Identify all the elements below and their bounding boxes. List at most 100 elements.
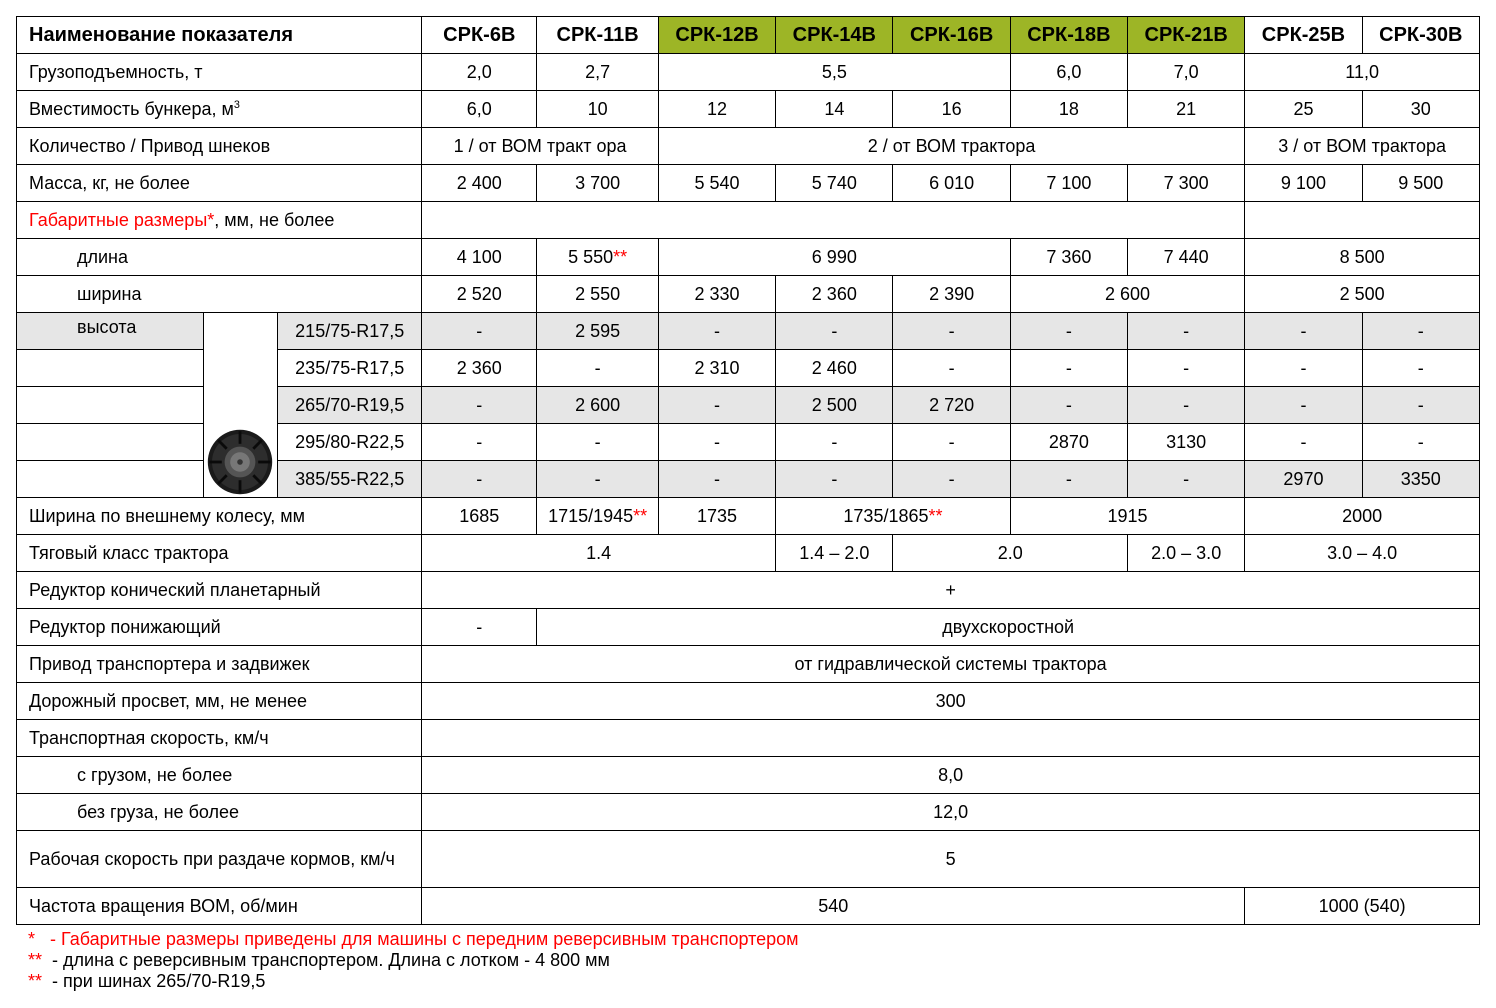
- h235-14: 2 460: [776, 350, 893, 387]
- cap-11: 2,7: [537, 54, 659, 91]
- cap-21: 7,0: [1128, 54, 1245, 91]
- label-pto: Частота вращения ВОМ, об/мин: [17, 888, 422, 925]
- h215-16: -: [893, 313, 1010, 350]
- label-augers: Количество / Привод шнеков: [17, 128, 422, 165]
- label-mass: Масса, кг, не более: [17, 165, 422, 202]
- bun-16: 16: [893, 91, 1010, 128]
- tire-215: 215/75-R17,5: [278, 313, 422, 350]
- label-gearbox-low: Редуктор понижающий: [17, 609, 422, 646]
- h215-18: -: [1010, 313, 1127, 350]
- ww-18-21: 1915: [1010, 498, 1245, 535]
- cap-18: 6,0: [1010, 54, 1127, 91]
- cap-25-30: 11,0: [1245, 54, 1480, 91]
- header-title: Наименование показателя: [17, 17, 422, 54]
- bun-21: 21: [1128, 91, 1245, 128]
- len-11: 5 550**: [537, 239, 659, 276]
- h385-12: -: [658, 461, 775, 498]
- low-rest: двухскоростной: [537, 609, 1480, 646]
- sp-loaded: 8,0: [422, 757, 1480, 794]
- label-length: длина: [17, 239, 422, 276]
- h265-25: -: [1245, 387, 1362, 424]
- row-h-215: высота 215/75-R17,5 - 2 595 - - - - - - …: [17, 313, 1480, 350]
- w-11: 2 550: [537, 276, 659, 313]
- bun-18: 18: [1010, 91, 1127, 128]
- h265-14: 2 500: [776, 387, 893, 424]
- h295-6: -: [422, 424, 537, 461]
- h215-6: -: [422, 313, 537, 350]
- label-bunker: Вместимость бункера, м3: [17, 91, 422, 128]
- m-21: 7 300: [1128, 165, 1245, 202]
- label-clearance: Дорожный просвет, мм, не менее: [17, 683, 422, 720]
- h265-11: 2 600: [537, 387, 659, 424]
- row-mass: Масса, кг, не более 2 400 3 700 5 540 5 …: [17, 165, 1480, 202]
- tc-25-30: 3.0 – 4.0: [1245, 535, 1480, 572]
- aug-3: 3 / от ВОМ трактора: [1245, 128, 1480, 165]
- tc-6-12: 1.4: [422, 535, 776, 572]
- col-srk-12v: СРК-12В: [658, 17, 775, 54]
- row-bunker: Вместимость бункера, м3 6,0 10 12 14 16 …: [17, 91, 1480, 128]
- h385-30: 3350: [1362, 461, 1479, 498]
- label-dims: Габаритные размеры*, мм, не более: [17, 202, 422, 239]
- h215-25: -: [1245, 313, 1362, 350]
- label-height: высота: [17, 313, 204, 350]
- bun-6: 6,0: [422, 91, 537, 128]
- cap-6: 2,0: [422, 54, 537, 91]
- h295-11: -: [537, 424, 659, 461]
- h385-25: 2970: [1245, 461, 1362, 498]
- row-augers: Количество / Привод шнеков 1 / от ВОМ тр…: [17, 128, 1480, 165]
- h215-11: 2 595: [537, 313, 659, 350]
- row-tractor-class: Тяговый класс трактора 1.4 1.4 – 2.0 2.0…: [17, 535, 1480, 572]
- label-wheel-width: Ширина по внешнему колесу, мм: [17, 498, 422, 535]
- tire-235: 235/75-R17,5: [278, 350, 422, 387]
- row-drive: Привод транспортера и задвижек от гидрав…: [17, 646, 1480, 683]
- footnote-2: ** - длина с реверсивным транспортером. …: [28, 950, 1480, 971]
- h295-30: -: [1362, 424, 1479, 461]
- row-gearbox-conic: Редуктор конический планетарный +: [17, 572, 1480, 609]
- bun-14: 14: [776, 91, 893, 128]
- bun-30: 30: [1362, 91, 1479, 128]
- h215-30: -: [1362, 313, 1479, 350]
- col-srk-30v: СРК-30В: [1362, 17, 1479, 54]
- row-speed-loaded: с грузом, не более 8,0: [17, 757, 1480, 794]
- h295-16: -: [893, 424, 1010, 461]
- h265-18: -: [1010, 387, 1127, 424]
- tire-icon: [205, 427, 275, 497]
- h295-14: -: [776, 424, 893, 461]
- h235-30: -: [1362, 350, 1479, 387]
- len-25-30: 8 500: [1245, 239, 1480, 276]
- fn1-text: - Габаритные размеры приведены для машин…: [50, 929, 799, 949]
- h235-25: -: [1245, 350, 1362, 387]
- m-6: 2 400: [422, 165, 537, 202]
- h265-30: -: [1362, 387, 1479, 424]
- label-width: ширина: [17, 276, 422, 313]
- h385-14: -: [776, 461, 893, 498]
- m-30: 9 500: [1362, 165, 1479, 202]
- row-work-speed: Рабочая скорость при раздаче кормов, км/…: [17, 831, 1480, 888]
- h295-18: 2870: [1010, 424, 1127, 461]
- w-16: 2 390: [893, 276, 1010, 313]
- fn2-mark: **: [28, 950, 42, 970]
- low-6: -: [422, 609, 537, 646]
- h385-16: -: [893, 461, 1010, 498]
- speed-empty-cell: [422, 720, 1480, 757]
- h265-21: -: [1128, 387, 1245, 424]
- col-srk-6v: СРК-6В: [422, 17, 537, 54]
- row-capacity: Грузоподъемность, т 2,0 2,7 5,5 6,0 7,0 …: [17, 54, 1480, 91]
- col-srk-18v: СРК-18В: [1010, 17, 1127, 54]
- label-speed-loaded: с грузом, не более: [17, 757, 422, 794]
- label-speed: Транспортная скорость, км/ч: [17, 720, 422, 757]
- h385-11: -: [537, 461, 659, 498]
- label-tractor-class: Тяговый класс трактора: [17, 535, 422, 572]
- conic-all: +: [422, 572, 1480, 609]
- col-srk-11v: СРК-11В: [537, 17, 659, 54]
- m-12: 5 540: [658, 165, 775, 202]
- tire-265: 265/70-R19,5: [278, 387, 422, 424]
- bun-11: 10: [537, 91, 659, 128]
- label-capacity: Грузоподъемность, т: [17, 54, 422, 91]
- ww-14-16: 1735/1865**: [776, 498, 1011, 535]
- h385-6: -: [422, 461, 537, 498]
- footnotes: * - Габаритные размеры приведены для маш…: [16, 929, 1480, 992]
- h235-18: -: [1010, 350, 1127, 387]
- spec-table: Наименование показателя СРК-6В СРК-11В С…: [16, 16, 1480, 925]
- tc-14: 1.4 – 2.0: [776, 535, 893, 572]
